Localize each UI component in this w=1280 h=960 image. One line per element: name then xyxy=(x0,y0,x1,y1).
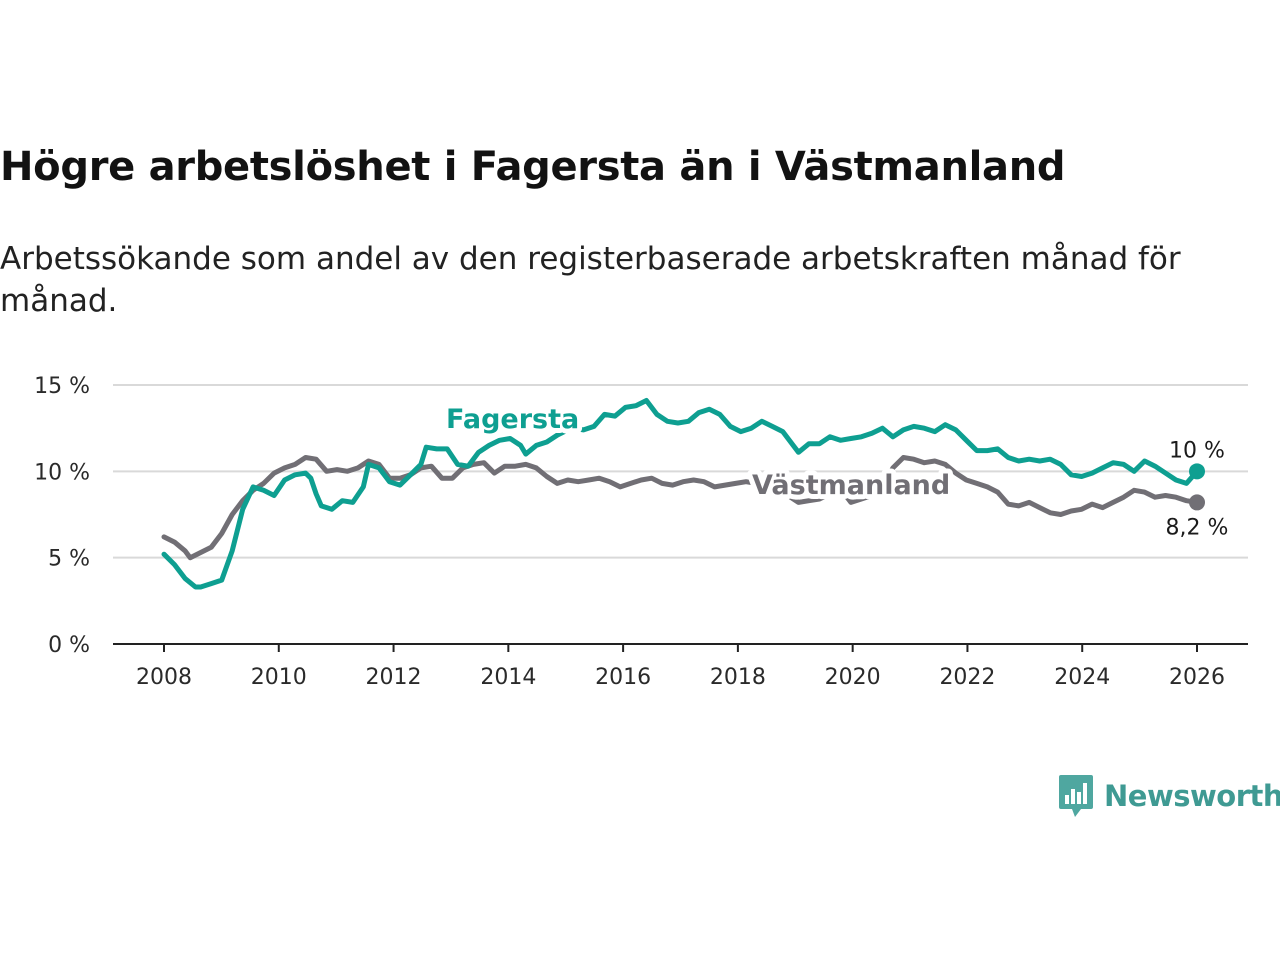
brand-name: Newsworthy xyxy=(1104,779,1280,813)
y-tick-label: 0 % xyxy=(48,633,90,658)
chart-title: Högre arbetslöshet i Fagersta än i Västm… xyxy=(0,144,1066,190)
series-labels: FagerstaFagerstaVästmanlandVästmanland10… xyxy=(441,399,1233,545)
end-label-fagersta: 10 % xyxy=(1169,438,1225,463)
x-tick-label: 2026 xyxy=(1169,665,1225,690)
series-label-vastmanland-halo: Västmanland xyxy=(752,470,950,501)
x-tick-label: 2022 xyxy=(939,665,995,690)
series-line-vastmanland xyxy=(161,455,1200,561)
newsworthy-logo-icon xyxy=(1059,775,1093,817)
end-point-fagersta xyxy=(1189,463,1205,480)
end-point-vastmanland xyxy=(1189,494,1205,511)
series-label-fagersta: Fagersta xyxy=(446,404,579,435)
x-tick-label: 2016 xyxy=(595,665,651,690)
x-tick-label: 2012 xyxy=(366,665,422,690)
series-line-fagersta xyxy=(161,398,1200,590)
end-label-vastmanland-halo: 8,2 % xyxy=(1166,515,1229,540)
chart-subtitle: Arbetssökande som andel av den registerb… xyxy=(0,241,1181,319)
y-tick-label: 5 % xyxy=(48,547,90,572)
end-label-vastmanland: 8,2 % xyxy=(1166,515,1229,540)
line-chart: 0 %5 %10 %15 % 2008 2010 2012 2014 2016 2018 2… xyxy=(34,374,1248,690)
end-label-fagersta-halo: 10 % xyxy=(1169,438,1225,463)
x-tick-label: 2020 xyxy=(825,665,881,690)
x-axis-ticks: 2008 2010 2012 2014 2016 2018 2020 2022 2024 2026 xyxy=(113,643,1248,690)
y-tick-label: 15 % xyxy=(34,374,90,399)
x-tick-label: 2008 xyxy=(136,665,192,690)
x-tick-label: 2024 xyxy=(1054,665,1110,690)
series-label-fagersta-halo: Fagersta xyxy=(446,404,579,435)
series-label-vastmanland: Västmanland xyxy=(752,470,950,501)
y-axis-ticks: 0 % 5 % 10 % 15 % xyxy=(34,374,90,658)
x-tick-label: 2014 xyxy=(480,665,536,690)
brand-logo: Newsworthy xyxy=(1058,772,1280,820)
x-tick-label: 2018 xyxy=(710,665,766,690)
series-lines xyxy=(161,398,1205,590)
y-tick-label: 10 % xyxy=(34,460,90,485)
x-tick-label: 2010 xyxy=(251,665,307,690)
